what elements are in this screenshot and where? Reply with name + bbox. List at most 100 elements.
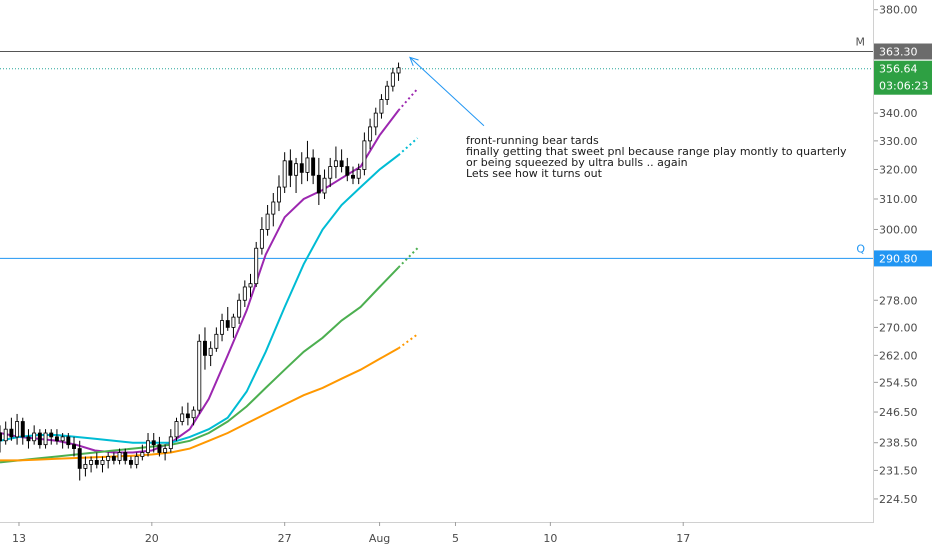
candle-body [197, 340, 202, 411]
moving-average-line-2 [0, 154, 400, 444]
annotation-arrow [409, 57, 485, 127]
candle-body [299, 163, 304, 173]
candle-body [49, 432, 54, 438]
countdown-label: 03:06:23 [879, 80, 928, 93]
candle-body [220, 320, 225, 335]
candle-body [225, 320, 230, 328]
candle-body [242, 286, 247, 301]
candle-body [3, 428, 8, 442]
candle-body [396, 67, 401, 74]
candle-body [15, 421, 20, 438]
candle-body [259, 229, 264, 249]
moving-average-forecast-4 [397, 333, 419, 350]
candle-body [322, 177, 327, 194]
candle-body [146, 440, 150, 453]
current-price-label: 356.64 [879, 63, 918, 76]
candle-body [282, 160, 287, 188]
price-tick-label: 238.50 [879, 437, 918, 450]
candle-body [379, 99, 384, 114]
candle-body [288, 160, 293, 176]
candle-body [151, 440, 156, 446]
price-tick-label: 254.50 [879, 376, 918, 389]
annotation-text-line: finally getting that sweet pnl because r… [466, 145, 847, 158]
candle-body [9, 428, 14, 438]
candle-body [20, 421, 25, 438]
current-price-badge [874, 60, 932, 95]
price-tick-label: 231.50 [879, 464, 918, 477]
horizontal-line-label: Q [856, 242, 865, 255]
price-tick-label: 340.00 [879, 107, 918, 120]
candle-body [26, 436, 31, 442]
candle-body [77, 448, 82, 469]
moving-averages-layer [0, 88, 419, 464]
candle-body [214, 333, 219, 349]
price-tick-label: 300.00 [879, 223, 918, 236]
moving-average-forecast-2 [397, 137, 419, 156]
candle-body [277, 186, 281, 203]
candle-body [265, 213, 270, 230]
price-badge [874, 250, 932, 267]
price-badge [874, 43, 932, 60]
candle-body [271, 201, 276, 215]
candle-body [117, 452, 122, 461]
annotation-arrowhead [409, 56, 419, 66]
candle-body [294, 163, 299, 176]
date-tick-label: 10 [543, 532, 557, 545]
candle-body [72, 444, 76, 449]
candle-body [106, 456, 111, 461]
candle-body [94, 460, 99, 465]
candle-body [333, 160, 338, 167]
candle-body [134, 456, 139, 465]
candle-body [123, 452, 128, 461]
annotation-text-line: front-running bear tards [466, 134, 599, 147]
candle-body [202, 340, 207, 356]
price-badge-label: 290.80 [879, 252, 918, 265]
candle-body [157, 444, 162, 453]
candle-body [385, 85, 390, 100]
price-badge-label: 363.30 [879, 46, 918, 59]
moving-average-line-3 [0, 266, 400, 464]
price-badges-layer: 363.30 290.80 356.64 03:06:23 [874, 43, 932, 267]
candle-body [248, 283, 253, 288]
candle-body [237, 299, 242, 318]
price-tick-label: 330.00 [879, 135, 918, 148]
candle-body [208, 347, 213, 356]
candle-body [89, 460, 94, 465]
price-tick-label: 262.00 [879, 349, 918, 362]
horizontal-line-label: M [856, 36, 866, 49]
price-tick-label: 246.50 [879, 406, 918, 419]
candle-body [328, 166, 333, 179]
annotation-text-line: or being squeezed by ultra bulls .. agai… [466, 156, 688, 169]
candle-body [231, 316, 236, 328]
price-tick-label: 320.00 [879, 163, 918, 176]
candle-body [100, 460, 105, 465]
horizontal-lines-layer: MQ [0, 36, 873, 259]
candle-body [111, 456, 116, 461]
price-tick-label: 278.00 [879, 294, 918, 307]
candle-body [362, 140, 367, 170]
candle-body [174, 421, 179, 438]
candle-body [83, 463, 88, 469]
price-tick-label: 380.00 [879, 4, 918, 17]
date-tick-label: Aug [369, 532, 390, 545]
candle-body [43, 432, 48, 446]
candle-body [37, 432, 42, 446]
annotation-text-line: Lets see how it turns out [466, 167, 603, 180]
candle-body [180, 413, 185, 422]
candle-body [66, 436, 71, 446]
candle-body [191, 409, 196, 419]
candle-body [60, 436, 65, 442]
candles-layer [0, 62, 401, 481]
candle-body [32, 432, 37, 442]
candle-body [356, 169, 361, 179]
candle-body [311, 157, 316, 176]
candle-body [351, 174, 355, 179]
date-tick-label: 20 [145, 532, 159, 545]
price-tick-label: 270.00 [879, 321, 918, 334]
candle-body [368, 126, 373, 142]
moving-average-line-4 [0, 347, 399, 462]
candle-body [390, 72, 395, 87]
